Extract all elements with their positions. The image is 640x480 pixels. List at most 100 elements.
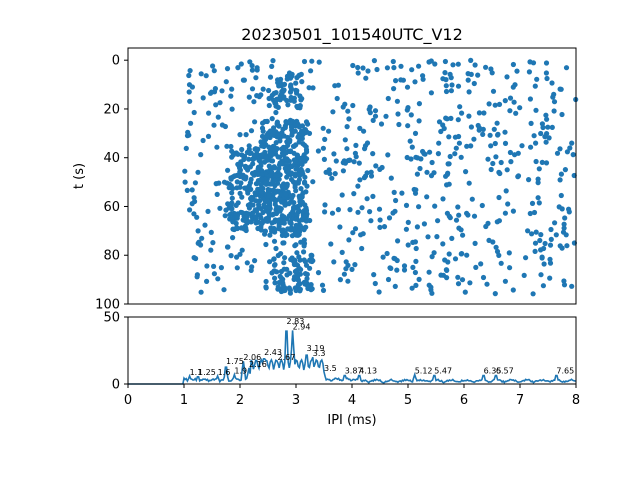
scatter-point bbox=[476, 110, 482, 116]
scatter-point bbox=[291, 206, 297, 212]
scatter-point bbox=[485, 220, 491, 226]
scatter-point bbox=[455, 281, 462, 287]
scatter-point bbox=[186, 89, 192, 95]
scatter-point bbox=[351, 191, 357, 197]
scatter-point bbox=[211, 68, 217, 74]
scatter-point bbox=[528, 144, 534, 150]
scatter-point bbox=[372, 108, 379, 114]
x-tick-label: 6 bbox=[460, 393, 468, 408]
scatter-point bbox=[492, 102, 498, 108]
scatter-point bbox=[359, 205, 365, 211]
scatter-point bbox=[222, 213, 228, 219]
scatter-point bbox=[494, 120, 500, 126]
scatter-point bbox=[253, 215, 259, 222]
scatter-point bbox=[543, 70, 550, 76]
scatter-point bbox=[342, 160, 348, 166]
scatter-point bbox=[182, 168, 188, 174]
scatter-point bbox=[414, 171, 420, 177]
scatter-point bbox=[507, 108, 513, 114]
scatter-point bbox=[276, 176, 282, 182]
peak-label: 3.5 bbox=[324, 364, 337, 373]
scatter-point bbox=[183, 145, 189, 151]
scatter-point bbox=[478, 261, 484, 267]
scatter-point bbox=[254, 65, 260, 71]
scatter-point bbox=[296, 254, 302, 260]
scatter-point bbox=[414, 224, 420, 230]
scatter-point bbox=[274, 197, 280, 203]
scatter-point bbox=[352, 262, 358, 268]
ipi-histogram bbox=[128, 330, 577, 385]
scatter-point bbox=[212, 86, 218, 92]
scatter-point bbox=[276, 205, 282, 211]
scatter-point bbox=[538, 232, 544, 238]
scatter-point bbox=[229, 216, 235, 222]
scatter-point bbox=[193, 255, 199, 262]
scatter-point bbox=[298, 186, 304, 192]
scatter-point bbox=[558, 192, 564, 199]
scatter-point bbox=[332, 171, 338, 177]
scatter-point bbox=[541, 261, 547, 267]
scatter-point bbox=[299, 199, 305, 205]
scatter-point bbox=[464, 210, 470, 216]
scatter-point bbox=[427, 149, 433, 155]
scatter-point bbox=[259, 176, 265, 182]
scatter-point bbox=[552, 220, 558, 226]
scatter-point bbox=[420, 73, 426, 79]
scatter-point bbox=[398, 63, 404, 69]
scatter-point bbox=[463, 169, 469, 175]
scatter-point bbox=[208, 247, 214, 253]
scatter-point bbox=[539, 159, 545, 165]
scatter-point bbox=[247, 164, 253, 170]
scatter-point bbox=[261, 202, 267, 208]
scatter-point bbox=[269, 151, 275, 157]
scatter-point bbox=[458, 227, 464, 233]
scatter-point bbox=[542, 134, 548, 140]
scatter-point bbox=[293, 287, 299, 294]
scatter-point bbox=[289, 124, 295, 131]
scatter-point bbox=[239, 194, 245, 200]
scatter-point bbox=[446, 251, 452, 257]
scatter-point bbox=[294, 268, 300, 274]
scatter-point bbox=[211, 263, 217, 269]
scatter-point bbox=[235, 151, 241, 157]
peak-label: 2.06 bbox=[243, 353, 261, 362]
scatter-point bbox=[252, 258, 258, 264]
bottom-x-axis-label: IPI (ms) bbox=[327, 413, 376, 428]
scatter-point bbox=[200, 137, 206, 144]
scatter-point bbox=[399, 190, 405, 196]
peak-label: 5.12 bbox=[415, 367, 433, 376]
scatter-point bbox=[247, 180, 253, 186]
bottom-y-ticks: 0 50 bbox=[103, 311, 128, 393]
scatter-point bbox=[208, 229, 214, 235]
scatter-point bbox=[228, 253, 234, 259]
scatter-point bbox=[536, 166, 542, 172]
scatter-point bbox=[304, 276, 310, 282]
scatter-point bbox=[551, 91, 557, 97]
scatter-point bbox=[428, 58, 434, 64]
peak-label: 2.43 bbox=[264, 348, 282, 357]
scatter-point bbox=[204, 278, 210, 284]
scatter-point bbox=[376, 289, 382, 295]
scatter-point bbox=[341, 271, 347, 277]
scatter-point bbox=[527, 210, 533, 217]
bottom-x-ticks: 0 1 2 3 4 5 6 7 8 bbox=[124, 384, 580, 408]
scatter-point bbox=[280, 227, 286, 233]
scatter-point bbox=[485, 156, 491, 162]
scatter-point bbox=[447, 153, 453, 160]
scatter-point bbox=[521, 272, 527, 278]
scatter-point bbox=[228, 93, 234, 99]
scatter-point bbox=[257, 159, 264, 165]
scatter-point bbox=[527, 59, 533, 65]
scatter-point bbox=[401, 263, 408, 269]
scatter-point bbox=[490, 88, 497, 94]
scatter-point bbox=[515, 174, 521, 180]
scatter-point bbox=[278, 251, 284, 257]
scatter-point bbox=[253, 75, 259, 81]
scatter-point bbox=[532, 83, 538, 89]
scatter-point bbox=[453, 145, 459, 151]
scatter-point bbox=[295, 225, 301, 231]
scatter-point bbox=[367, 104, 373, 110]
scatter-point bbox=[295, 282, 301, 288]
scatter-point bbox=[301, 180, 308, 186]
scatter-point bbox=[542, 240, 548, 247]
